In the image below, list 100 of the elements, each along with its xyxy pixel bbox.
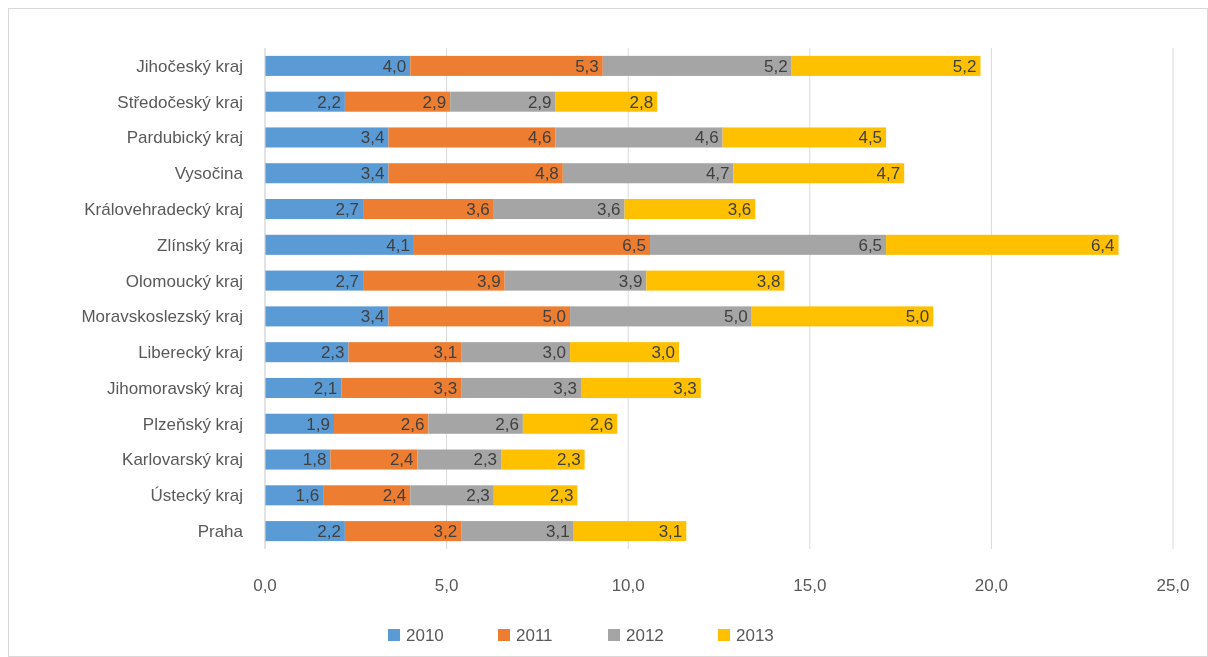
data-label: 2,6	[400, 414, 425, 434]
bar	[265, 163, 389, 184]
data-label: 4,8	[535, 164, 559, 184]
data-label: 3,4	[360, 128, 385, 148]
bar	[388, 306, 571, 327]
data-label: 2,7	[335, 199, 360, 219]
y-tick-label: Plzeňský kraj	[142, 414, 243, 434]
data-label: 3,2	[433, 522, 458, 542]
bar	[388, 163, 563, 184]
data-label: 4,6	[527, 128, 552, 148]
bar	[461, 377, 581, 398]
bar	[501, 449, 585, 470]
data-label: 2,9	[422, 92, 447, 112]
data-label: 1,8	[302, 450, 327, 470]
bar	[602, 55, 792, 76]
data-label: 6,5	[858, 235, 883, 255]
data-label: 1,9	[306, 414, 331, 434]
data-label: 2,4	[389, 450, 414, 470]
bar	[450, 91, 556, 112]
x-tick-label: 0,0	[253, 575, 277, 595]
bar	[265, 342, 349, 363]
y-tick-label: Vysočina	[174, 164, 244, 184]
y-tick-label: Královehradecký kraj	[84, 199, 243, 219]
bar	[417, 449, 502, 470]
bar	[265, 521, 345, 542]
bar	[624, 199, 756, 220]
data-label: 3,6	[466, 199, 490, 219]
y-tick-label: Karlovarský kraj	[122, 450, 243, 470]
data-label: 2,3	[466, 486, 490, 506]
bar	[265, 55, 411, 76]
bar	[344, 521, 462, 542]
data-label: 3,6	[596, 199, 621, 219]
x-tick-label: 5,0	[434, 575, 459, 595]
bar	[751, 306, 934, 327]
bar	[555, 91, 658, 112]
legend-label: 2012	[626, 625, 664, 645]
bar	[580, 377, 701, 398]
data-label: 5,2	[952, 56, 977, 76]
data-label: 2,6	[589, 414, 614, 434]
data-label: 3,4	[360, 164, 385, 184]
bar	[323, 485, 411, 506]
legend-label: 2010	[406, 625, 444, 645]
bar	[410, 485, 494, 506]
data-label: 2,6	[495, 414, 519, 434]
bar	[341, 377, 462, 398]
bar	[461, 521, 574, 542]
bar	[886, 234, 1119, 255]
data-label: 3,1	[546, 522, 570, 542]
y-tick-label: Jihočeský kraj	[136, 56, 243, 76]
data-label: 4,6	[694, 128, 719, 148]
data-label: 6,4	[1090, 235, 1115, 255]
x-tick-label: 25,0	[1156, 575, 1190, 595]
y-tick-label: Ústecký kraj	[150, 486, 243, 506]
bar	[555, 127, 723, 148]
data-label: 5,0	[724, 307, 748, 327]
data-label: 2,2	[317, 92, 341, 112]
data-label: 3,1	[658, 522, 683, 542]
data-label: 2,3	[473, 450, 498, 470]
y-tick-label: Jihomoravský kraj	[106, 378, 243, 398]
data-label: 3,3	[433, 378, 458, 398]
data-label: 2,3	[320, 343, 345, 363]
data-label: 2,9	[527, 92, 552, 112]
data-label: 2,3	[549, 486, 574, 506]
bar	[570, 342, 680, 363]
data-label: 3,4	[360, 307, 385, 327]
x-tick-label: 15,0	[793, 575, 827, 595]
legend-label: 2011	[516, 625, 553, 645]
bar	[265, 127, 389, 148]
data-label: 5,0	[542, 307, 567, 327]
data-label: 1,6	[295, 486, 320, 506]
bar	[461, 342, 571, 363]
bar	[265, 377, 342, 398]
data-label: 4,5	[858, 128, 883, 148]
y-tick-label: Středočeský kraj	[117, 92, 243, 112]
bar	[522, 413, 618, 434]
data-label: 3,3	[553, 378, 577, 398]
data-label: 2,3	[556, 450, 581, 470]
x-tick-label: 20,0	[974, 575, 1008, 595]
data-label: 2,2	[317, 522, 341, 542]
data-label: 3,1	[433, 343, 458, 363]
bar	[428, 413, 523, 434]
data-label: 4,7	[876, 164, 901, 184]
data-label: 3,0	[651, 343, 676, 363]
bar	[330, 449, 418, 470]
y-tick-label: Praha	[197, 522, 244, 542]
data-label: 4,7	[705, 164, 730, 184]
bar	[562, 163, 734, 184]
y-tick-label: Liberecký kraj	[138, 343, 243, 363]
bar	[265, 199, 364, 220]
data-label: 3,8	[756, 271, 781, 291]
bar	[348, 342, 462, 363]
data-label: 3,3	[673, 378, 697, 398]
data-label: 2,4	[382, 486, 407, 506]
data-label: 5,2	[764, 56, 788, 76]
bar	[733, 163, 905, 184]
bar	[493, 485, 578, 506]
bar	[410, 55, 603, 76]
data-label: 2,8	[629, 92, 654, 112]
bar	[791, 55, 981, 76]
y-tick-label: Pardubický kraj	[126, 128, 243, 148]
